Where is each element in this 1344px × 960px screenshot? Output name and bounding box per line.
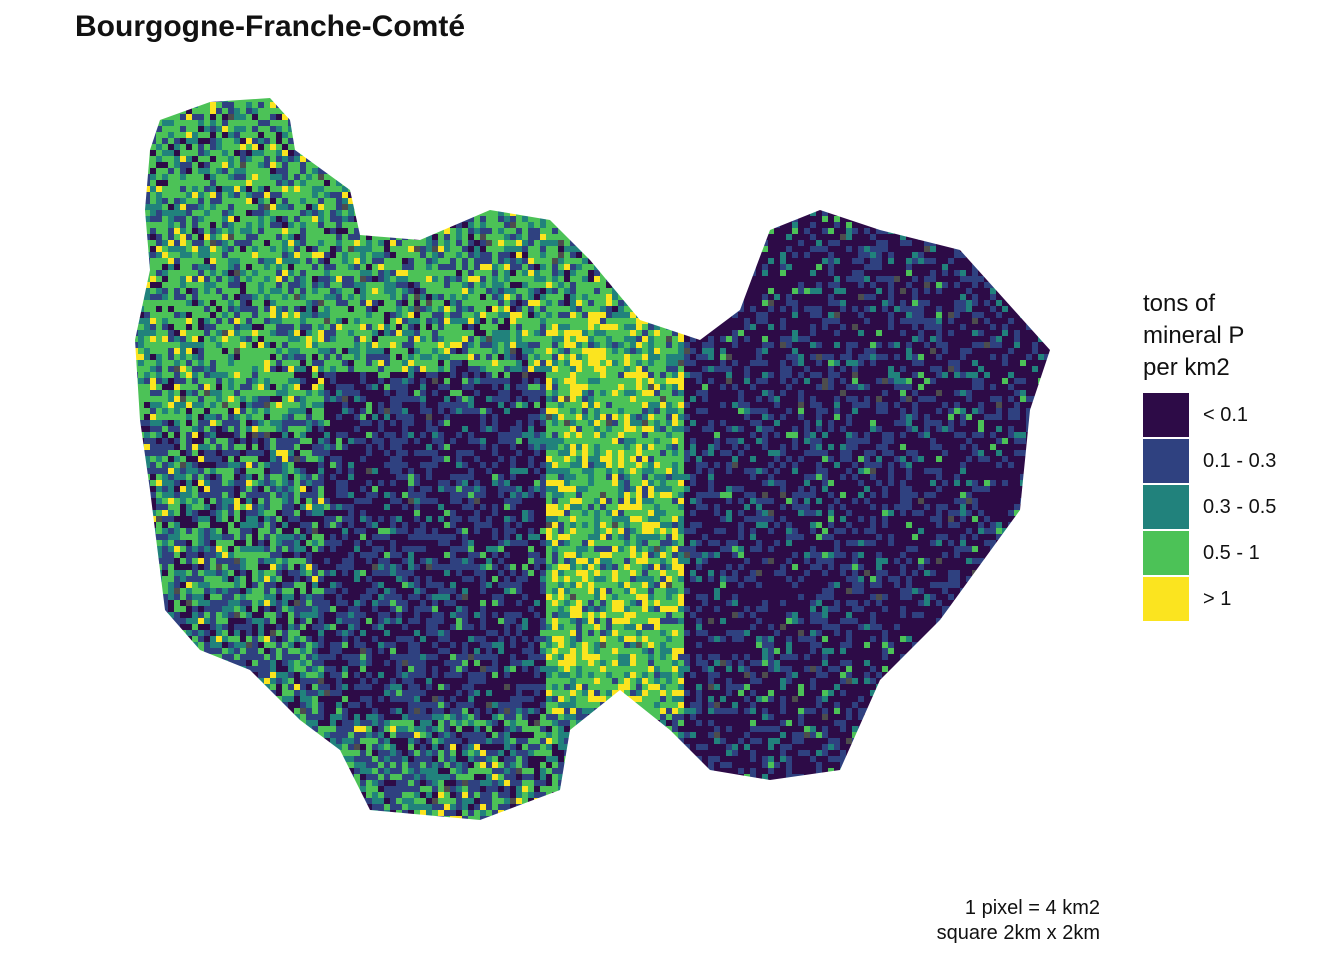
pixel-caption: 1 pixel = 4 km2 square 2km x 2km — [937, 896, 1100, 946]
legend-swatch — [1143, 393, 1189, 437]
legend-swatch — [1143, 531, 1189, 575]
legend-label: 0.3 - 0.5 — [1203, 495, 1277, 518]
legend-swatch — [1143, 439, 1189, 483]
legend-item: 0.3 - 0.5 — [1143, 484, 1276, 530]
map-title: Bourgogne-Franche-Comté — [75, 10, 465, 43]
legend-label: 0.5 - 1 — [1203, 541, 1260, 564]
legend-label: > 1 — [1203, 587, 1232, 610]
legend-title: tons of mineral P per km2 — [1143, 288, 1276, 384]
legend-title-line: mineral P — [1143, 322, 1245, 349]
legend-label: 0.1 - 0.3 — [1203, 449, 1277, 472]
raster-map — [135, 98, 1050, 820]
legend-swatch — [1143, 485, 1189, 529]
legend-label: < 0.1 — [1203, 403, 1249, 426]
legend: tons of mineral P per km2 < 0.1 0.1 - 0.… — [1143, 288, 1276, 622]
caption-line: 1 pixel = 4 km2 — [964, 897, 1100, 919]
legend-title-line: tons of — [1143, 290, 1216, 317]
legend-swatch — [1143, 577, 1189, 621]
caption-line: square 2km x 2km — [936, 922, 1100, 944]
legend-item: > 1 — [1143, 576, 1276, 622]
legend-item: < 0.1 — [1143, 392, 1276, 438]
legend-item: 0.1 - 0.3 — [1143, 438, 1276, 484]
legend-item: 0.5 - 1 — [1143, 530, 1276, 576]
legend-title-line: per km2 — [1143, 354, 1230, 381]
